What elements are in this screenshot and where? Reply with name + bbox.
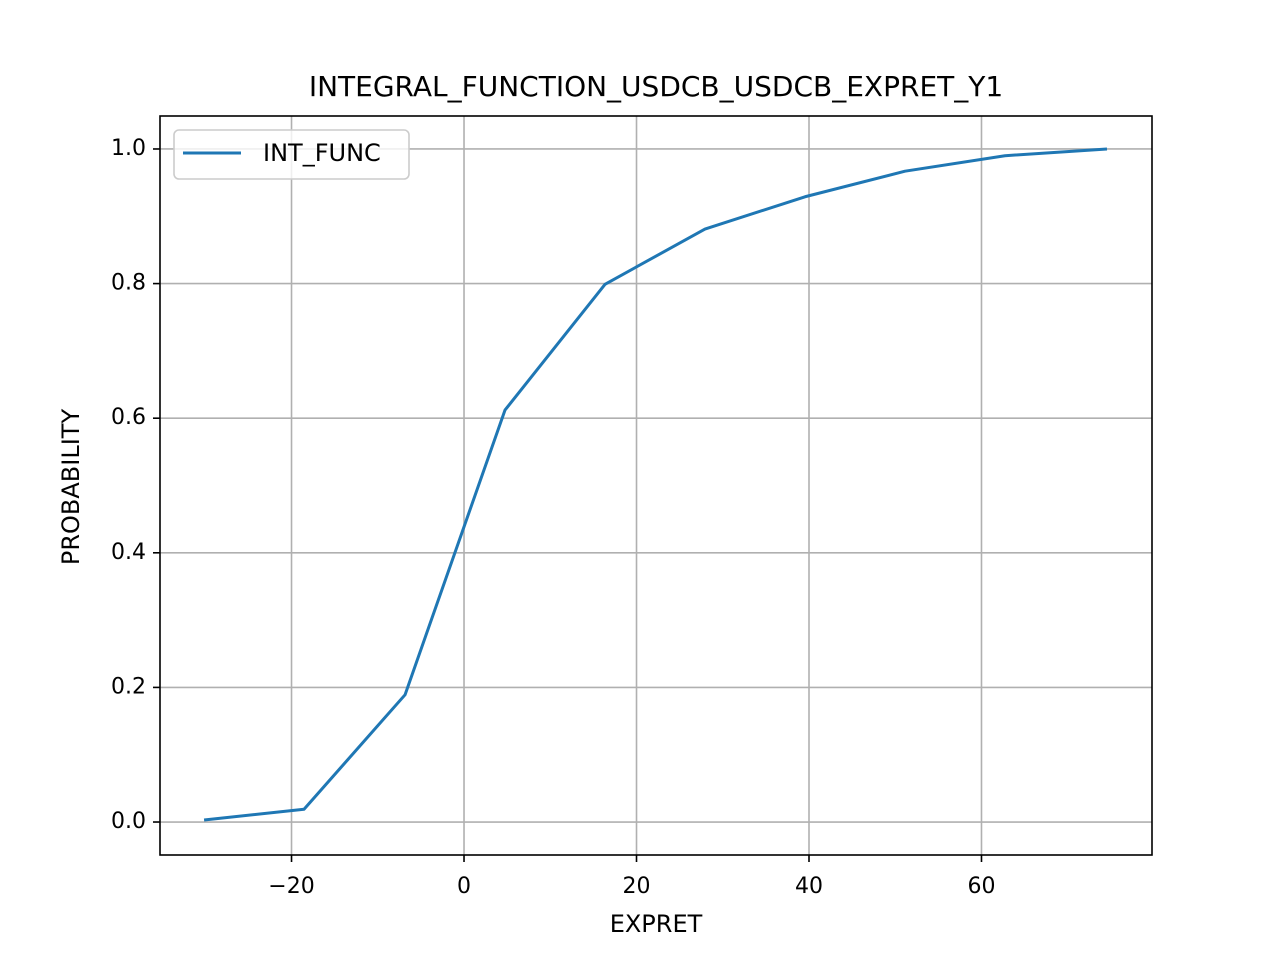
x-tick-label: 0: [457, 874, 471, 899]
y-tick-label: 0.2: [111, 674, 146, 699]
x-tick-label: −20: [268, 874, 314, 899]
y-axis-label: PROBABILITY: [57, 409, 85, 566]
x-tick-label: 40: [795, 874, 823, 899]
x-tick-label: 60: [967, 874, 995, 899]
data-line: [203, 147, 1108, 822]
x-axis-label: EXPRET: [610, 910, 703, 938]
legend-label: INT_FUNC: [263, 139, 381, 167]
plot: [203, 147, 1108, 822]
chart-title: INTEGRAL_FUNCTION_USDCB_USDCB_EXPRET_Y1: [309, 70, 1003, 103]
y-tick-label: 1.0: [111, 136, 146, 161]
legend: INT_FUNC: [173, 129, 410, 180]
y-tick-label: 0.6: [111, 405, 146, 430]
axes-frame: [159, 115, 1153, 856]
legend-box: [173, 129, 410, 180]
x-tick-label: 20: [623, 874, 651, 899]
y-tick-label: 0.0: [111, 809, 146, 834]
y-tick-label: 0.4: [111, 540, 146, 565]
y-tick-label: 0.8: [111, 271, 146, 296]
grid: [160, 116, 1152, 855]
